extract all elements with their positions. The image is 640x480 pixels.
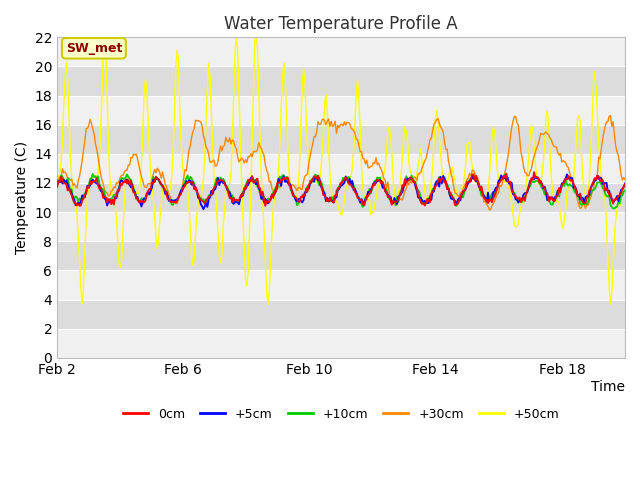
Bar bbox=[57, 241, 625, 270]
Bar bbox=[57, 154, 625, 183]
Bar bbox=[57, 66, 625, 96]
Bar bbox=[57, 37, 625, 66]
Bar bbox=[57, 212, 625, 241]
Text: SW_met: SW_met bbox=[66, 42, 122, 55]
Bar bbox=[57, 125, 625, 154]
Title: Water Temperature Profile A: Water Temperature Profile A bbox=[224, 15, 458, 33]
Bar bbox=[57, 329, 625, 358]
Y-axis label: Temperature (C): Temperature (C) bbox=[15, 141, 29, 254]
Bar bbox=[57, 300, 625, 329]
Bar bbox=[57, 270, 625, 300]
X-axis label: Time: Time bbox=[591, 380, 625, 394]
Bar bbox=[57, 183, 625, 212]
Bar bbox=[57, 96, 625, 125]
Legend: 0cm, +5cm, +10cm, +30cm, +50cm: 0cm, +5cm, +10cm, +30cm, +50cm bbox=[118, 403, 564, 425]
